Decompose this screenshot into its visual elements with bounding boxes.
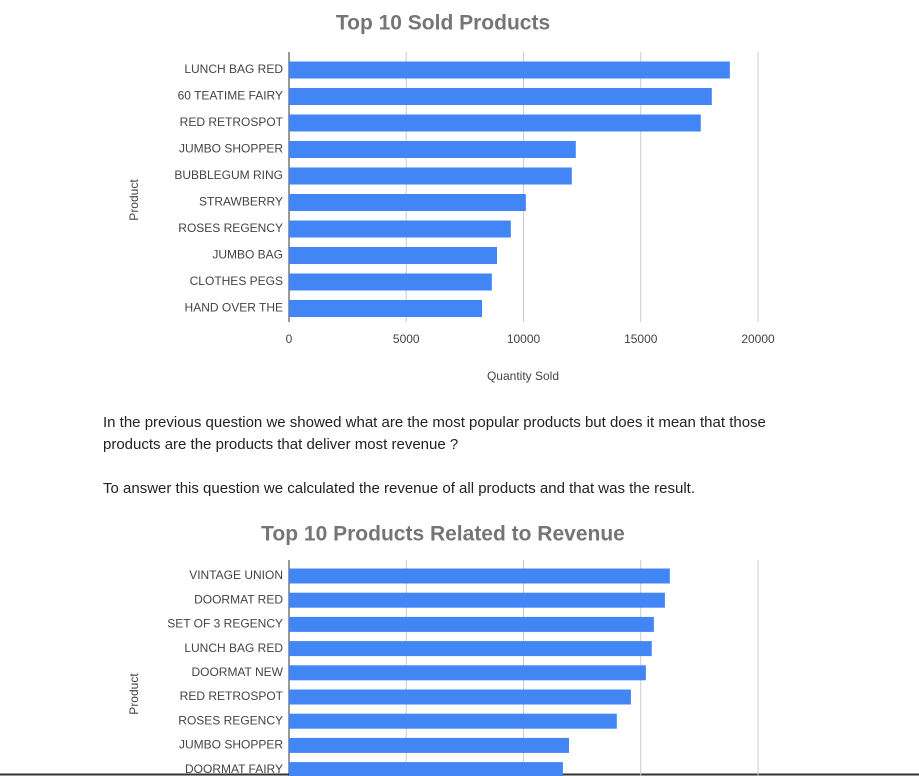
bar [289,273,492,291]
x-tick-label: 10000 [507,332,541,346]
y-tick-label: JUMBO BAG [212,248,283,262]
y-tick-label: SET OF 3 REGENCY [167,617,283,631]
x-axis-label: Quantity Sold [487,369,559,383]
bar [289,713,617,729]
bar [289,616,654,632]
bar [289,61,730,79]
y-tick-label: DOORMAT NEW [191,665,283,679]
x-tick-label: 0 [286,332,293,346]
y-tick-label: RED RETROSPOT [180,115,284,129]
bar [289,762,563,776]
y-tick-label: CLOTHES PEGS [190,274,283,288]
y-tick-label: VINTAGE UNION [189,568,283,582]
bar [289,247,498,264]
bar [289,665,646,681]
y-axis-label: Product [127,179,141,221]
paragraph: In the previous question we showed what … [103,414,766,453]
y-tick-label: JUMBO SHOPPER [179,142,283,156]
x-tick-label: 20000 [741,332,775,346]
bar [289,641,652,657]
bar [289,689,631,705]
bar [289,220,511,238]
bar [289,141,576,158]
y-tick-label: LUNCH BAG RED [184,641,283,655]
y-tick-label: LUNCH BAG RED [184,62,283,76]
y-tick-label: ROSES REGENCY [178,713,283,727]
paragraph: To answer this question we calculated th… [103,480,696,497]
chart-title: Top 10 Products Related to Revenue [261,523,625,546]
y-tick-label: STRAWBERRY [199,195,283,209]
y-tick-label: 60 TEATIME FAIRY [178,89,283,103]
y-tick-label: JUMBO SHOPPER [179,738,283,752]
x-tick-label: 5000 [393,332,420,346]
y-axis-label: Product [127,673,141,715]
chart-title: Top 10 Sold Products [336,12,550,35]
bar [289,592,665,608]
y-tick-label: BUBBLEGUM RING [174,168,283,182]
y-tick-label: RED RETROSPOT [180,689,284,703]
bar [289,167,572,185]
bar [289,300,482,317]
y-tick-label: DOORMAT FAIRY [185,762,283,776]
bar [289,114,701,132]
bar [289,737,569,753]
y-tick-label: DOORMAT RED [194,592,283,606]
bar [289,194,526,211]
y-tick-label: HAND OVER THE [185,301,283,315]
x-tick-label: 15000 [624,332,658,346]
bar [289,568,670,584]
y-tick-label: ROSES REGENCY [178,221,283,235]
bar [289,88,712,105]
